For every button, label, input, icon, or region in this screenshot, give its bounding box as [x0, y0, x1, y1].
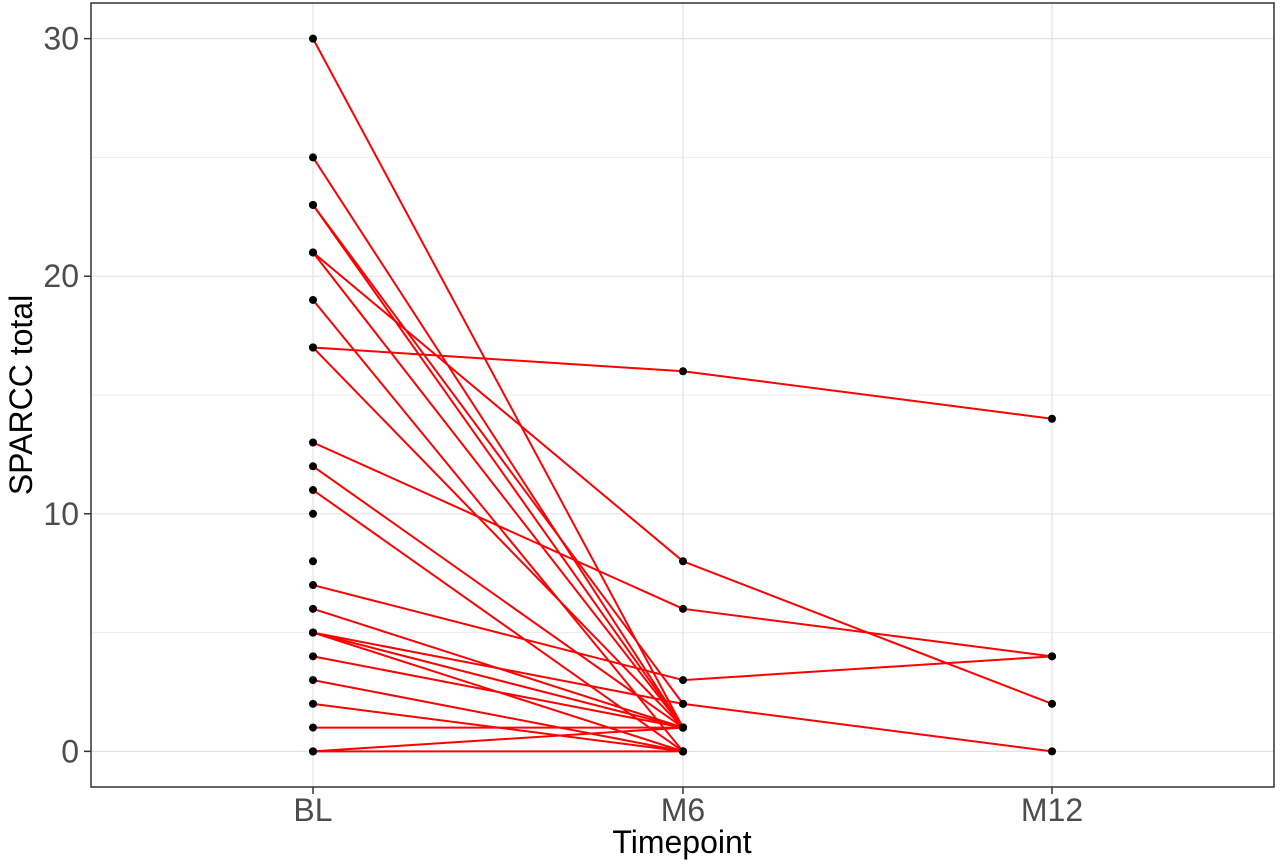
series-line-segment [312, 156, 684, 729]
data-point [679, 699, 687, 708]
series-line-segment [312, 584, 684, 682]
data-point [309, 509, 317, 518]
data-point [309, 486, 317, 495]
data-point [309, 676, 317, 685]
series-line-segment [312, 631, 684, 705]
data-point [309, 604, 317, 613]
y-axis-title: SPARCC total [3, 295, 39, 495]
y-tick-label: 30 [43, 21, 79, 57]
series-points [309, 34, 1056, 756]
data-point [679, 557, 687, 566]
data-point [1048, 652, 1056, 661]
data-point [679, 604, 687, 613]
y-tick-label: 10 [43, 496, 79, 532]
y-tick-label: 0 [61, 733, 79, 769]
series-lines [312, 38, 1053, 753]
series-line-segment [312, 251, 684, 563]
data-point [679, 676, 687, 685]
series-line-segment [312, 631, 684, 729]
data-point [309, 343, 317, 352]
series-line-segment [312, 346, 684, 373]
data-point [1048, 747, 1056, 756]
series-line-segment [682, 655, 1053, 682]
data-point [309, 723, 317, 732]
series-line-segment [312, 38, 684, 729]
x-tick-label: BL [293, 792, 332, 828]
x-axis: BL M6 M12 [293, 787, 1083, 828]
data-point [679, 367, 687, 376]
data-point [309, 699, 317, 708]
data-point [309, 295, 317, 304]
series-line-segment [682, 607, 1053, 658]
data-point [309, 652, 317, 661]
series-line-segment [682, 702, 1053, 753]
data-point [309, 747, 317, 756]
series-line-segment [312, 465, 684, 729]
y-tick-label: 20 [43, 258, 79, 294]
data-point [1048, 414, 1056, 423]
series-line-segment [312, 655, 684, 729]
x-tick-label: M12 [1021, 792, 1083, 828]
data-point [1048, 699, 1056, 708]
series-line-segment [312, 726, 684, 753]
series-line-segment [682, 370, 1053, 420]
x-axis-title: Timepoint [612, 824, 751, 860]
data-point [309, 581, 317, 590]
data-point [309, 557, 317, 566]
data-point [679, 747, 687, 756]
series-line-segment [312, 204, 684, 705]
y-axis: 0 10 20 30 [43, 21, 91, 769]
series-line-segment [312, 441, 684, 610]
data-point [309, 200, 317, 209]
series-line-segment [312, 204, 684, 729]
data-point [309, 153, 317, 162]
data-point [309, 438, 317, 447]
data-point [309, 462, 317, 471]
series-line-segment [312, 251, 684, 729]
series-line-segment [312, 679, 684, 753]
data-point [309, 34, 317, 43]
data-point [679, 723, 687, 732]
x-tick-label: M6 [661, 792, 705, 828]
data-point [309, 628, 317, 637]
data-point [309, 248, 317, 257]
